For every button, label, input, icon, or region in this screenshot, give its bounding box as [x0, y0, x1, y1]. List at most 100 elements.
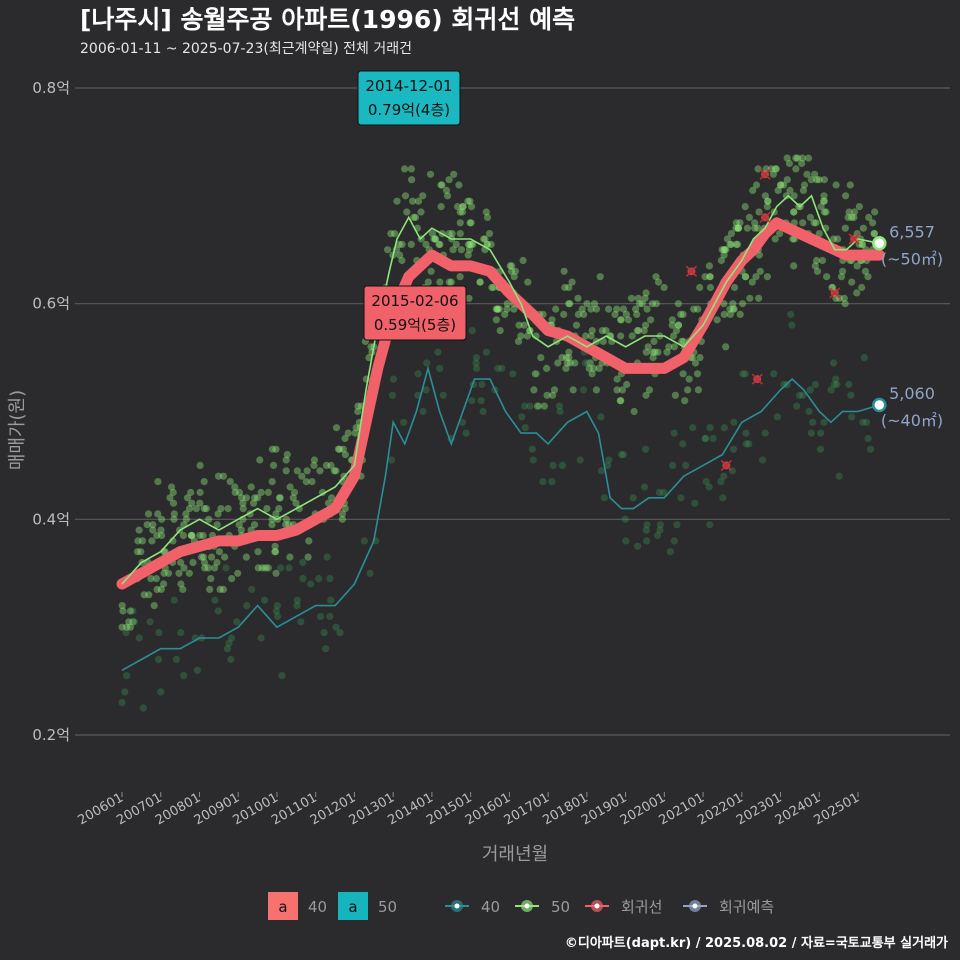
transaction-point: [293, 467, 301, 475]
transaction-point: [682, 461, 690, 469]
transaction-point: [326, 575, 334, 583]
transaction-point: [642, 445, 650, 453]
transaction-point: [578, 305, 586, 313]
transaction-point: [701, 273, 709, 281]
transaction-point: [722, 343, 730, 351]
transaction-point: [334, 445, 343, 453]
transaction-point: [187, 488, 195, 496]
transaction-point: [830, 359, 838, 367]
transaction-point: [235, 488, 244, 496]
transaction-point: [327, 596, 335, 604]
transaction-point: [587, 305, 595, 313]
x-axis-title: 거래년월: [482, 844, 548, 865]
transaction-point: [754, 224, 762, 232]
transaction-point: [510, 305, 518, 313]
transaction-point: [354, 407, 362, 416]
transaction-point: [332, 623, 340, 631]
transaction-point: [226, 478, 234, 486]
transaction-point: [785, 159, 794, 168]
transaction-point: [681, 397, 689, 405]
transaction-point: [666, 548, 674, 556]
transaction-point: [720, 300, 728, 308]
transaction-point: [366, 569, 374, 577]
transaction-point: [806, 386, 814, 394]
transaction-point: [158, 531, 166, 540]
transaction-point: [810, 219, 818, 227]
transaction-point: [859, 418, 867, 426]
transaction-point: [519, 256, 527, 265]
transaction-point: [694, 386, 703, 394]
legend-key-box: [268, 892, 298, 920]
transaction-point: [401, 192, 410, 200]
transaction-point: [741, 273, 750, 281]
transaction-point: [228, 575, 236, 583]
transaction-point: [642, 348, 650, 356]
transaction-point: [303, 467, 311, 475]
transaction-point: [820, 418, 828, 426]
transaction-point: [850, 213, 858, 221]
transaction-point: [517, 332, 525, 340]
transaction-point: [859, 224, 868, 232]
transaction-point: [587, 332, 595, 340]
transaction-point: [624, 316, 633, 324]
transaction-point: [634, 294, 642, 302]
transaction-point: [786, 186, 794, 194]
transaction-point: [466, 197, 474, 205]
transaction-point: [745, 213, 754, 221]
transaction-point: [268, 521, 276, 529]
transaction-point: [717, 256, 726, 265]
transaction-point: [560, 267, 568, 275]
transaction-point: [632, 305, 640, 313]
transaction-point: [196, 499, 204, 507]
transaction-point: [167, 483, 176, 491]
transaction-point: [820, 176, 829, 184]
transaction-point: [839, 267, 847, 275]
annotation-box: [357, 70, 461, 126]
transaction-point: [207, 575, 215, 583]
transaction-point: [196, 531, 204, 540]
transaction-point: [239, 499, 247, 507]
transaction-point: [848, 278, 856, 286]
transaction-point: [160, 569, 168, 577]
transaction-point: [552, 305, 560, 313]
transaction-point: [640, 327, 648, 335]
transaction-point: [407, 240, 415, 248]
transaction-point: [792, 165, 800, 173]
transaction-point: [467, 203, 476, 211]
transaction-point: [776, 181, 785, 189]
transaction-point: [172, 655, 180, 664]
transaction-point: [169, 488, 177, 496]
transaction-point: [154, 478, 162, 486]
transaction-point: [720, 472, 728, 480]
transaction-point: [669, 461, 677, 469]
transaction-point: [118, 699, 126, 707]
transaction-point: [701, 434, 709, 443]
transaction-point: [574, 310, 583, 318]
transaction-point: [644, 343, 652, 351]
transaction-point: [788, 321, 796, 329]
transaction-point: [158, 515, 166, 523]
transaction-point: [679, 337, 687, 345]
transaction-point: [200, 558, 209, 567]
transaction-point: [200, 553, 208, 561]
annotation-value: 0.59억(5층): [374, 316, 456, 334]
transaction-point: [454, 203, 462, 211]
transaction-point: [257, 634, 265, 642]
transaction-point: [523, 332, 532, 340]
transaction-point: [286, 553, 294, 561]
transaction-point: [617, 451, 626, 459]
y-tick-label: 0.8억: [32, 79, 70, 97]
transaction-point: [170, 596, 178, 604]
grid: [75, 87, 950, 736]
transaction-point: [720, 424, 729, 432]
transaction-point: [205, 515, 213, 523]
legend-key-letter: a: [348, 898, 357, 916]
transaction-point: [437, 203, 445, 211]
transaction-point: [718, 246, 726, 254]
transaction-point: [812, 256, 821, 265]
transaction-point: [677, 310, 685, 318]
transaction-point: [282, 515, 290, 523]
transaction-point: [272, 607, 280, 615]
transaction-point: [308, 478, 316, 486]
transaction-point: [773, 413, 782, 421]
